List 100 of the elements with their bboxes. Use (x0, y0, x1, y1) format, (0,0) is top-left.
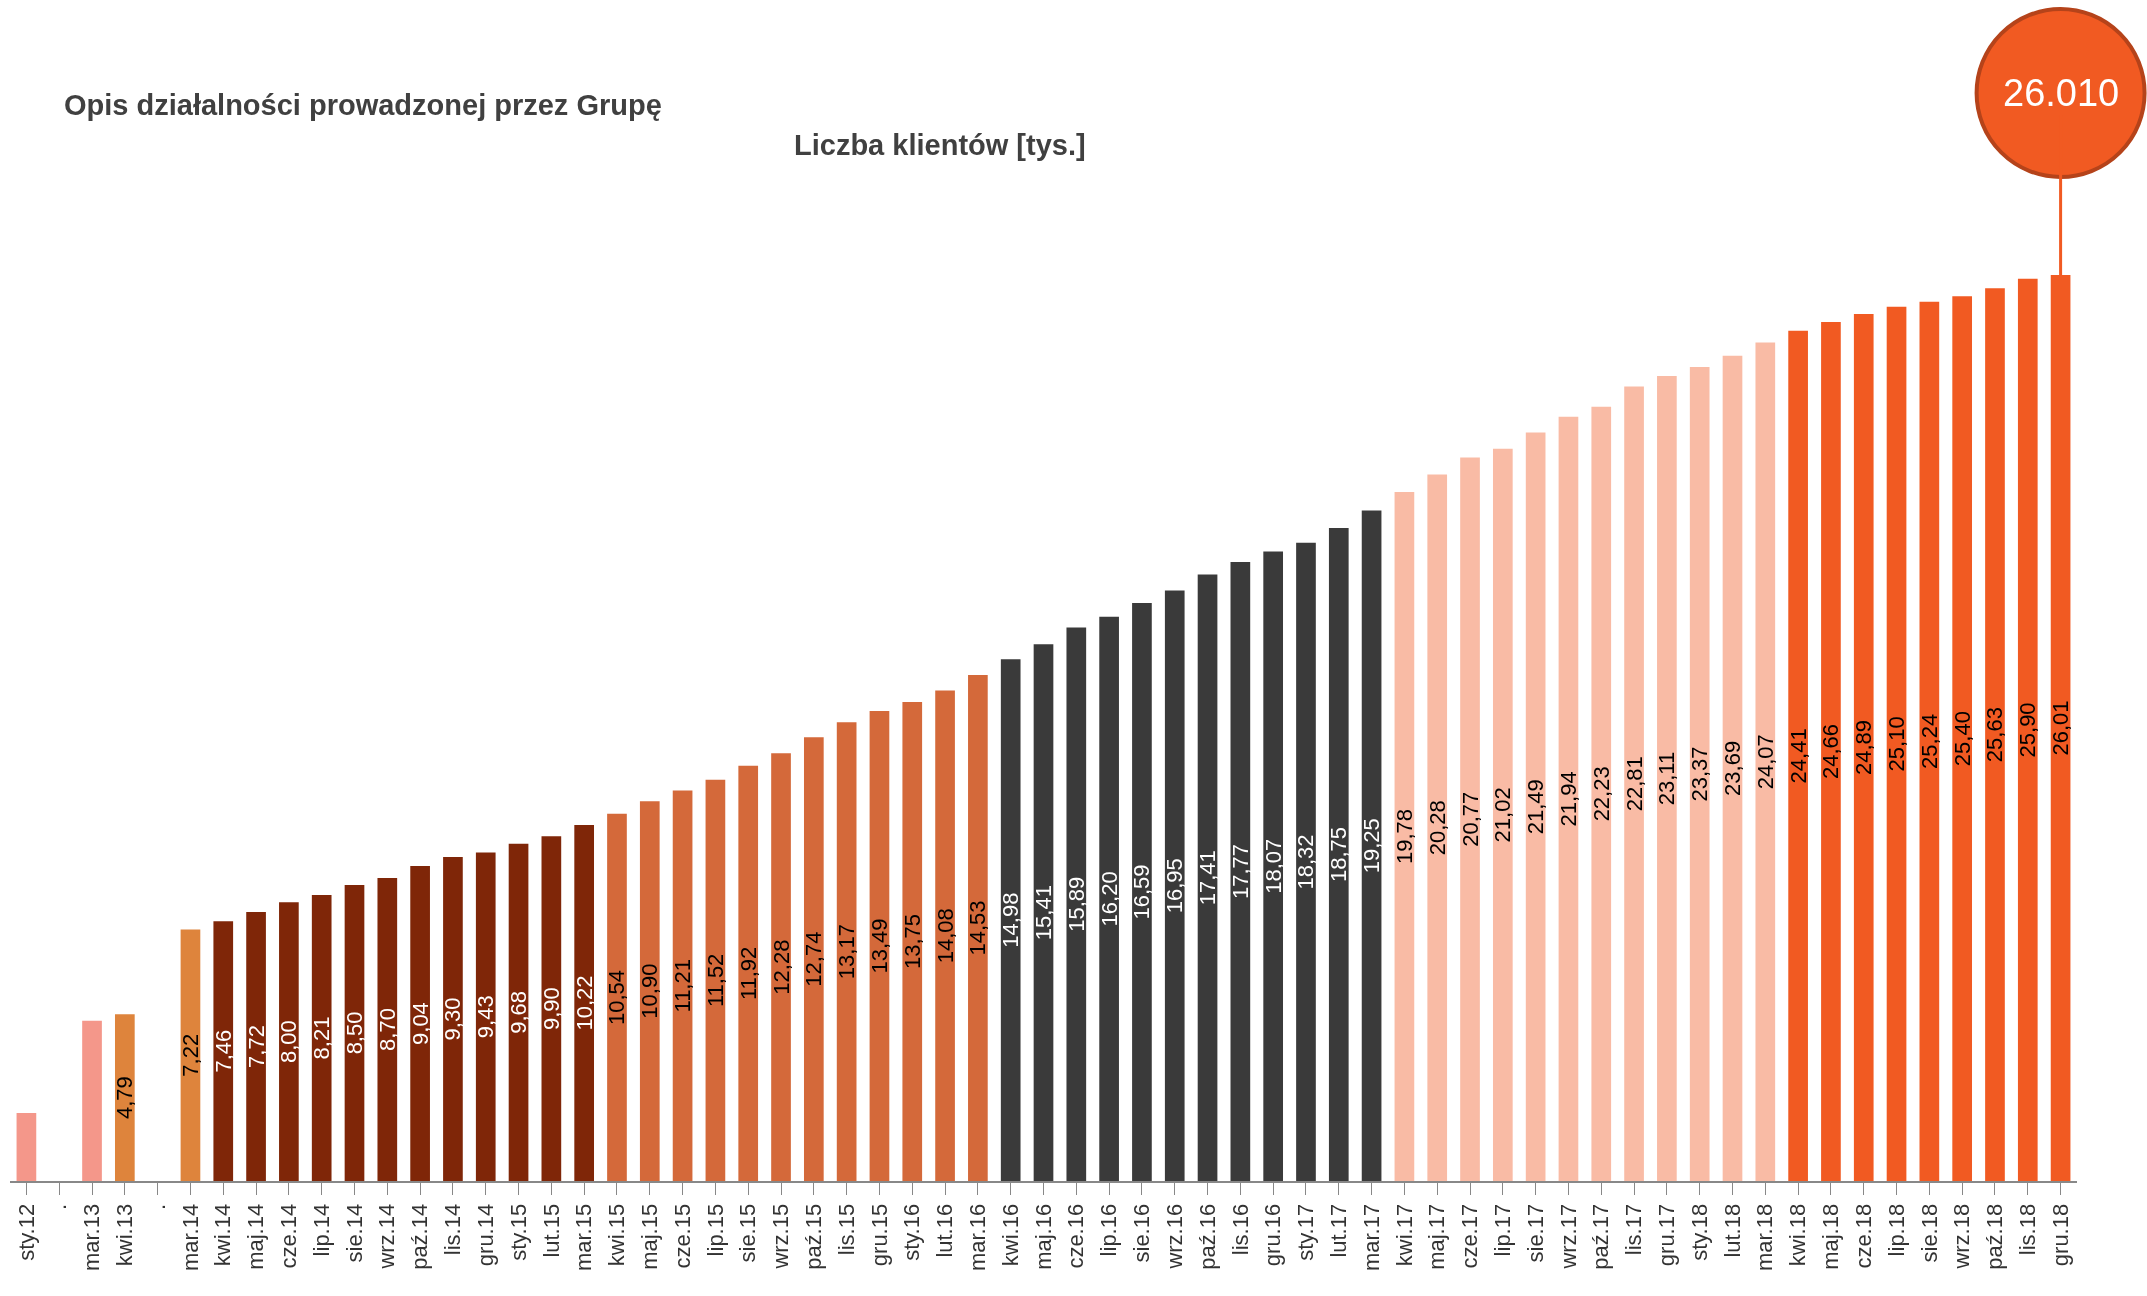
bar (968, 674, 988, 1181)
data-label: 24,07 (1752, 734, 1778, 790)
x-tick-label: cze.15 (669, 1203, 695, 1269)
x-tick-label: wrz.16 (1161, 1203, 1187, 1270)
data-label: 8,70 (374, 1008, 400, 1051)
x-tick-label: mar.15 (571, 1203, 597, 1272)
bar (935, 690, 955, 1181)
data-label: 20,28 (1424, 800, 1450, 856)
bar (1821, 322, 1841, 1181)
data-label: 21,02 (1490, 787, 1516, 843)
x-tick-label: lut.17 (1325, 1203, 1351, 1258)
x-tick-label: sty.12 (13, 1203, 39, 1261)
bar (1033, 644, 1054, 1181)
bar (869, 711, 890, 1181)
x-tick-label: kwi.16 (997, 1203, 1023, 1267)
x-tick-label: wrz.15 (768, 1203, 794, 1270)
x-tick-label: sie.15 (735, 1203, 761, 1263)
x-tick-label: paź.16 (1194, 1203, 1220, 1270)
bar (607, 813, 627, 1181)
x-tick-label: paź.17 (1588, 1203, 1614, 1270)
bar (803, 737, 824, 1181)
bar (1066, 627, 1087, 1181)
bar (1853, 314, 1874, 1181)
bar (410, 866, 430, 1181)
x-tick-label: sie.16 (1129, 1203, 1155, 1263)
x-tick-label: lip.15 (702, 1203, 728, 1257)
bar (902, 702, 923, 1181)
chart-subtitle: Liczba klientów [tys.] (794, 129, 1086, 161)
bar (311, 895, 332, 1181)
data-label: 13,49 (866, 918, 892, 974)
data-label: 21,94 (1555, 771, 1581, 827)
data-label: 13,75 (899, 913, 925, 970)
data-label: 17,77 (1227, 843, 1253, 900)
x-tick-label: wrz.17 (1555, 1203, 1581, 1270)
data-label: 21,49 (1523, 779, 1549, 835)
data-label: 25,90 (2015, 702, 2041, 758)
bar (541, 836, 562, 1181)
bar (443, 857, 463, 1181)
x-tick-label: lut.16 (932, 1203, 958, 1258)
data-label: 20,77 (1457, 791, 1483, 847)
bar (574, 825, 595, 1181)
bar (1591, 406, 1612, 1181)
x-tick-label: wrz.14 (374, 1203, 400, 1270)
x-tick-label: gru.16 (1260, 1203, 1286, 1267)
data-label: 18,75 (1326, 826, 1352, 882)
data-label: 8,00 (276, 1020, 302, 1064)
data-label: 9,04 (407, 1002, 433, 1045)
data-label: 13,17 (834, 924, 860, 980)
bar (1624, 386, 1644, 1181)
bar (1000, 659, 1021, 1181)
x-tick-label: kwi.18 (1785, 1203, 1811, 1267)
data-label: 10,54 (604, 969, 630, 1025)
x-tick-label: maj.14 (243, 1203, 269, 1270)
bar (672, 790, 693, 1181)
bar (213, 921, 234, 1181)
x-tick-label: mar.14 (177, 1203, 203, 1272)
bar (771, 753, 791, 1181)
bar (1689, 366, 1710, 1181)
bar (1427, 474, 1448, 1181)
bar (1296, 542, 1316, 1181)
bar (1394, 492, 1415, 1181)
bar (1985, 288, 2005, 1181)
bar (2017, 278, 2038, 1181)
data-label: 8,21 (309, 1016, 335, 1060)
data-label: 19,25 (1359, 818, 1385, 874)
data-label: 14,53 (965, 900, 991, 956)
data-label: 8,50 (342, 1011, 367, 1055)
x-tick-label: gru.15 (866, 1203, 892, 1267)
data-label: 7,46 (210, 1029, 236, 1073)
data-label: 25,63 (1982, 707, 2008, 763)
x-tick-label: lut.15 (538, 1203, 564, 1258)
data-label: 11,21 (670, 959, 696, 1013)
data-label: 17,41 (1195, 850, 1221, 906)
chart-title: Opis działalności prowadzonej przez Grupę (64, 89, 662, 121)
x-tick-label: kwi.13 (111, 1203, 137, 1267)
data-label: 25,10 (1884, 716, 1910, 772)
data-label: 26,01 (2048, 700, 2074, 756)
bar (1525, 432, 1546, 1181)
x-tick-label: lis.16 (1227, 1203, 1253, 1256)
x-tick-label: mar.16 (965, 1203, 991, 1272)
bar (508, 843, 529, 1181)
bar (1886, 306, 1907, 1181)
data-label: 22,81 (1621, 756, 1647, 812)
x-tick-label: sie.17 (1522, 1203, 1548, 1263)
data-label: 16,20 (1096, 871, 1122, 927)
x-tick-label: mar.18 (1752, 1203, 1778, 1272)
bar (246, 912, 266, 1181)
x-tick-label: sty.15 (505, 1203, 531, 1261)
data-label: 18,32 (1293, 834, 1319, 890)
bar (16, 1113, 37, 1181)
bar (1919, 301, 1940, 1181)
x-tick-label: sie.18 (1916, 1203, 1942, 1263)
x-tick-label: mar.13 (79, 1203, 105, 1272)
x-tick-label: cze.14 (276, 1203, 302, 1269)
data-label: 14,98 (998, 892, 1024, 948)
bar (180, 929, 201, 1181)
bar (279, 902, 299, 1181)
bar (1361, 510, 1382, 1181)
data-label: 9,68 (506, 991, 532, 1034)
bar (1558, 416, 1579, 1181)
